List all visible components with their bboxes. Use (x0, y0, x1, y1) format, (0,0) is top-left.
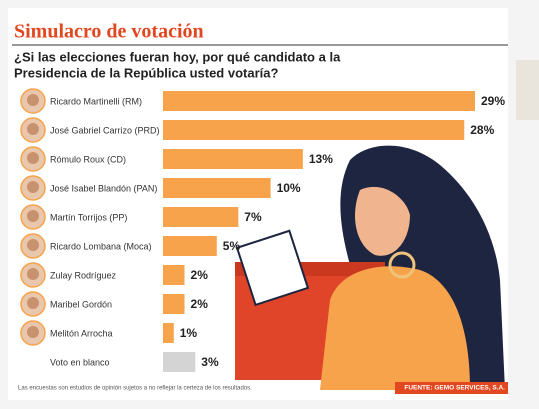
category-label: José Isabel Blandón (PAN) (50, 183, 157, 193)
avatar-face (27, 181, 39, 193)
bar (163, 265, 185, 285)
bar (163, 294, 185, 314)
value-label: 2% (191, 268, 209, 282)
bar (163, 178, 271, 198)
value-label: 29% (481, 94, 505, 108)
category-label: Zulay Rodríguez (50, 270, 117, 280)
bar (163, 323, 174, 343)
bar (163, 207, 239, 227)
value-label: 1% (180, 326, 198, 340)
avatar-face (27, 123, 39, 135)
value-label: 2% (191, 297, 209, 311)
bar (163, 120, 465, 140)
source-band (395, 382, 508, 394)
category-label: Melitón Arrocha (50, 328, 113, 338)
value-label: 28% (470, 123, 494, 137)
value-label: 7% (244, 210, 262, 224)
avatar-face (27, 210, 39, 222)
value-label: 13% (309, 152, 333, 166)
avatar-face (27, 94, 39, 106)
value-label: 3% (201, 355, 219, 369)
bar (163, 149, 303, 169)
category-label: José Gabriel Carrizo (PRD) (50, 125, 160, 135)
bar (163, 91, 475, 111)
subtitle: Presidencia de la República usted votarí… (14, 65, 278, 80)
chart-title: Simulacro de votación (14, 21, 204, 43)
note: Las encuestas son estudios de opinión su… (18, 386, 252, 392)
subtitle: ¿Si las elecciones fueran hoy, por qué c… (14, 49, 341, 64)
category-label: Voto en blanco (50, 357, 110, 367)
avatar-face (27, 239, 39, 251)
category-label: Rómulo Roux (CD) (50, 154, 126, 164)
category-label: Ricardo Lombana (Moca) (50, 241, 152, 251)
avatar-face (27, 152, 39, 164)
value-label: 5% (223, 239, 241, 253)
bar (163, 236, 217, 256)
category-label: Ricardo Martinelli (RM) (50, 96, 142, 106)
bar (163, 352, 196, 372)
value-label: 10% (277, 181, 301, 195)
category-label: Martín Torrijos (PP) (50, 212, 127, 222)
illustration (235, 145, 505, 390)
avatar-face (27, 297, 39, 309)
category-label: Maribel Gordón (50, 299, 112, 309)
avatar-face (27, 268, 39, 280)
side-content (516, 60, 539, 120)
source: FUENTE: GEMO SERVICES, S.A. (404, 385, 505, 392)
avatar-face (27, 326, 39, 338)
